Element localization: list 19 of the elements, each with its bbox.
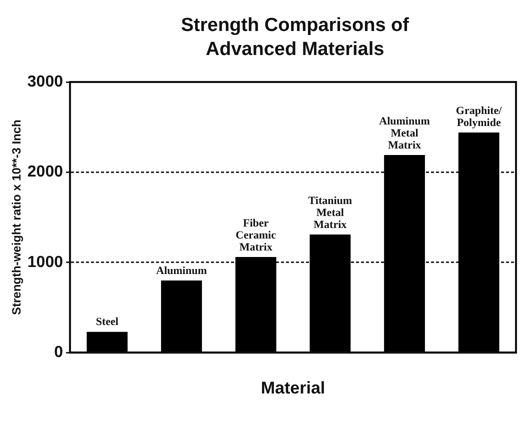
bar (86, 332, 128, 352)
y-tick-label: 1000 (27, 254, 64, 271)
bar (458, 132, 500, 352)
y-tick-label: 2000 (27, 164, 64, 181)
y-axis-title: Strength-weight ratio x 10**-3 Inch (10, 120, 24, 315)
bar (310, 234, 351, 352)
bar (384, 155, 425, 352)
x-tick-label: Fiber Ceramic Matrix (236, 217, 276, 254)
y-tick-label: 3000 (27, 73, 64, 90)
chart-title: Strength Comparisons of Advanced Materials (180, 14, 410, 62)
x-tick-label: Steel (96, 316, 118, 328)
y-tick-label: 0 (54, 344, 64, 362)
x-tick-label: Aluminum Metal Matrix (379, 115, 430, 152)
bar (161, 280, 202, 352)
x-axis-title: Material (260, 378, 326, 398)
x-tick-label: Aluminum (156, 264, 207, 277)
x-tick-label: Graphite/Polymide (456, 104, 503, 129)
x-tick-label: Titanium Metal Matrix (308, 194, 352, 231)
bar (235, 256, 276, 352)
